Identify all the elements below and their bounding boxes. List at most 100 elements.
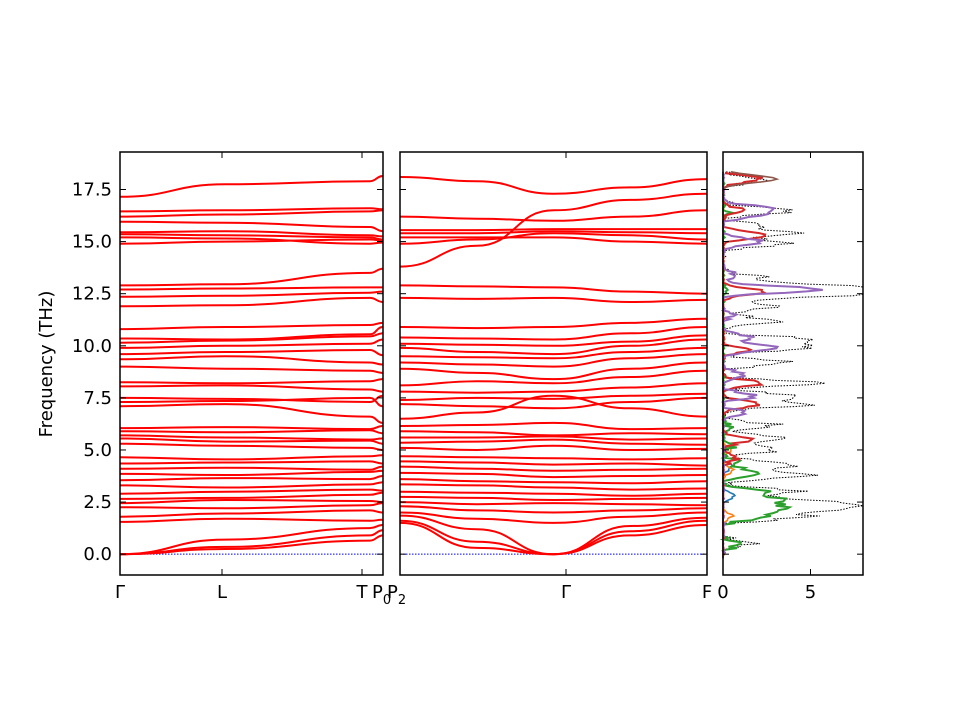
dos-frame [722,151,864,576]
y-tick-label: 5.0 [83,440,112,461]
left-band-line [119,403,384,424]
left-band-line [119,286,383,291]
y-tick-label: 12.5 [72,284,112,305]
left-band-line [119,209,384,218]
right-band-line [399,326,708,341]
right-band-line [399,353,708,368]
x-tick-label: F [702,582,712,603]
left-band-line [119,233,384,241]
y-tick-label: 15.0 [72,232,112,253]
right-band-line [399,338,708,356]
p2-letter: P [387,582,398,603]
x-tick-label: L [217,582,227,603]
left-band-line [119,488,384,495]
right-band-line [399,438,708,446]
right-frame [399,151,708,576]
right-band-line [399,236,708,245]
y-tick-label: 2.5 [83,492,112,513]
left-band-line [119,475,384,482]
left-band-line [119,469,384,477]
right-band-line [399,284,708,295]
left-band-line [119,332,384,344]
left-frame [119,151,384,576]
left-band-line [119,365,384,374]
right-band-line [399,382,708,394]
left-band-line [119,437,384,445]
right-band-line [399,514,708,556]
right-band-line [399,471,708,479]
right-band-line [399,465,708,472]
x-tick-label: Γ [115,582,125,603]
left-band-line [119,491,384,500]
left-band-line [119,236,384,245]
right-band-line [399,501,708,507]
right-band-line [399,392,708,401]
left-band-line [119,465,384,471]
y-tick-label: 17.5 [72,180,112,201]
right-band-line [399,455,708,461]
left-band-line [119,529,384,556]
left-band-line [119,425,384,431]
left-band-line [119,220,384,233]
left-band-line [119,509,384,518]
x-break-label-p2: P2 [387,582,406,608]
left-band-line [119,338,384,349]
right-band-line [399,421,708,431]
p0-letter: P [372,582,383,603]
dos-x-tick-label: 5 [805,582,816,603]
left-band-line [119,321,384,331]
right-band-line [399,317,708,330]
left-band-line [119,434,384,441]
left-band-line [119,524,384,556]
left-band-line [119,517,384,523]
right-band-line [399,396,708,410]
left-band-line [119,384,384,393]
left-band-line [119,355,384,366]
right-band-line [399,430,708,437]
left-band-line [119,442,384,451]
right-band-line [399,394,708,420]
y-tick-label: 10.0 [72,336,112,357]
p0-subscript: 0 [383,593,391,608]
right-band-line [399,505,708,514]
right-band-line [399,444,708,452]
x-tick-label: T [356,582,369,603]
right-band-line [399,232,708,245]
left-band-line [119,230,384,238]
right-band-line [399,460,708,467]
left-band-line [119,502,384,510]
right-band-line [399,346,708,360]
p2-subscript: 2 [398,593,406,608]
dos-series-line [721,171,864,559]
right-band-line [400,228,707,232]
right-band-line [399,361,708,381]
right-band-line [399,490,708,497]
dos-x-tick-label: 0 [717,582,728,603]
right-band-line [399,192,708,268]
y-tick-label: 7.5 [83,388,112,409]
right-band-line [399,176,708,195]
right-band-line [400,230,708,235]
left-band-line [119,175,384,198]
band-structure-left-panel: Γ L T 0.0 2.5 5.0 7.5 10.0 12.5 15.0 17.5 [72,151,384,603]
left-band-line [119,429,384,435]
left-band-line [119,460,384,465]
left-band-line [119,378,384,385]
left-band-line [119,348,384,357]
left-band-line [119,326,384,341]
left-band-line [119,290,384,298]
left-band-line [119,454,384,461]
right-band-line [399,511,708,524]
left-band-line [119,267,384,287]
right-band-line [399,369,708,387]
y-tick-label: 0.0 [83,544,112,565]
right-band-line [399,334,708,347]
left-band-line [119,207,384,213]
left-band-line [119,481,384,489]
left-band-line [119,296,384,308]
left-band-line [119,394,384,404]
left-band-line [119,498,384,505]
right-band-line [399,483,708,491]
